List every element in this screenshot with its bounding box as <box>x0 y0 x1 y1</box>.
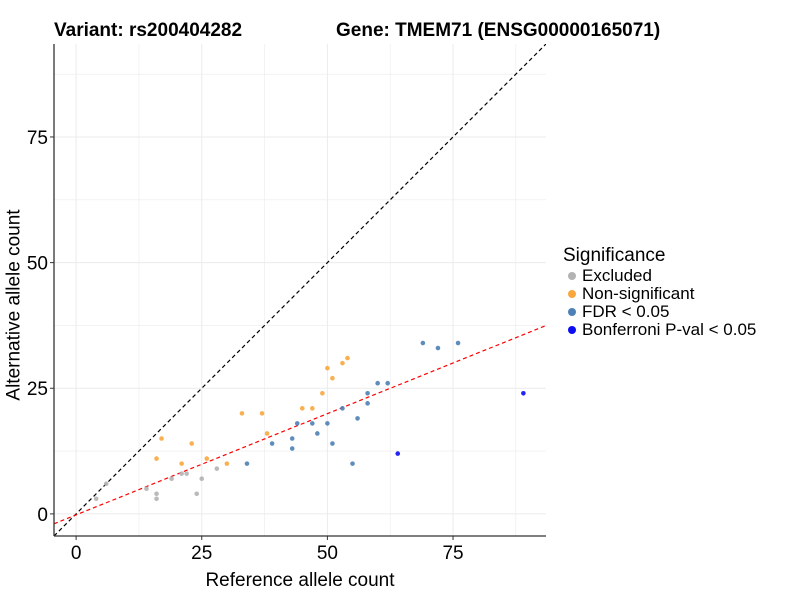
data-point <box>289 436 295 441</box>
x-tick-label: 50 <box>317 543 338 564</box>
data-point <box>315 431 320 436</box>
y-tick-label: 25 <box>27 379 48 400</box>
legend-item: Excluded <box>563 267 756 285</box>
data-point <box>179 471 184 476</box>
data-point <box>189 441 194 446</box>
legend-item: Non-significant <box>563 285 756 303</box>
data-point <box>455 340 461 346</box>
data-point <box>365 401 370 406</box>
x-tick-label: 25 <box>191 543 212 564</box>
y-tick-label: 75 <box>27 128 48 149</box>
data-point <box>204 456 210 461</box>
tick-labels: 0 25 50 75 0 25 50 75 <box>27 128 464 564</box>
data-point <box>325 421 330 426</box>
chart-title-gene: Gene: TMEM71 (ENSG00000165071) <box>336 20 661 41</box>
data-point <box>330 375 335 381</box>
data-point <box>340 406 345 411</box>
data-point <box>345 355 350 361</box>
reference-line-identity <box>54 44 546 536</box>
data-point <box>199 476 205 482</box>
legend-dot-icon <box>568 308 576 316</box>
legend: Significance Excluded Non-significant FDR … <box>563 245 756 339</box>
data-point <box>355 416 360 421</box>
legend-item: Bonferroni P-val < 0.05 <box>563 321 756 339</box>
data-point <box>154 496 159 502</box>
axes <box>53 44 546 537</box>
data-point <box>194 491 200 497</box>
data-point <box>269 441 275 446</box>
data-point <box>325 365 330 371</box>
y-tick-label: 0 <box>37 505 48 526</box>
data-point <box>385 380 390 386</box>
data-point <box>299 406 305 411</box>
data-point <box>169 476 174 482</box>
data-point <box>144 486 149 492</box>
data-point <box>310 406 315 411</box>
data-point <box>521 390 526 396</box>
reference-lines <box>54 44 546 536</box>
data-point <box>264 431 270 436</box>
legend-label: Non-significant <box>582 284 695 303</box>
data-point <box>310 421 315 426</box>
data-point <box>214 466 220 471</box>
data-point <box>154 456 159 461</box>
legend-dot-icon <box>568 290 576 298</box>
reference-line-fit <box>54 324 546 525</box>
legend-dot-icon <box>568 326 576 334</box>
legend-label: FDR < 0.05 <box>582 302 670 321</box>
data-point <box>350 461 355 466</box>
data-point <box>93 496 99 502</box>
data-point <box>103 481 109 487</box>
data-point <box>159 436 164 441</box>
data-point <box>365 390 370 396</box>
legend-title: Significance <box>563 245 666 266</box>
data-point <box>435 345 441 351</box>
data-point <box>375 380 380 386</box>
data-point <box>289 446 295 451</box>
legend-label: Excluded <box>582 266 652 285</box>
y-axis-label: Alternative allele count <box>3 209 25 401</box>
data-point <box>330 441 335 446</box>
legend-label: Bonferroni P-val < 0.05 <box>582 320 757 339</box>
legend-dot-icon <box>568 272 576 280</box>
x-axis-label: Reference allele count <box>205 570 395 591</box>
data-point <box>259 411 265 416</box>
data-point <box>179 461 184 466</box>
data-point <box>294 421 300 426</box>
data-point <box>395 451 401 456</box>
chart-title-variant: Variant: rs200404282 <box>54 20 243 41</box>
legend-item: FDR < 0.05 <box>563 303 756 321</box>
data-point <box>239 411 245 416</box>
data-point <box>224 461 230 466</box>
data-point <box>184 471 189 476</box>
data-point <box>340 360 345 366</box>
data-point <box>420 340 426 346</box>
data-point <box>154 491 159 497</box>
data-point <box>244 461 250 466</box>
y-tick-label: 50 <box>27 254 48 275</box>
x-tick-label: 0 <box>71 543 82 564</box>
data-point <box>320 390 325 396</box>
grid-lines <box>54 44 546 536</box>
data-points <box>93 340 526 502</box>
legend-items: Excluded Non-significant FDR < 0.05 Bonferr… <box>563 267 756 339</box>
x-tick-label: 75 <box>442 543 463 564</box>
